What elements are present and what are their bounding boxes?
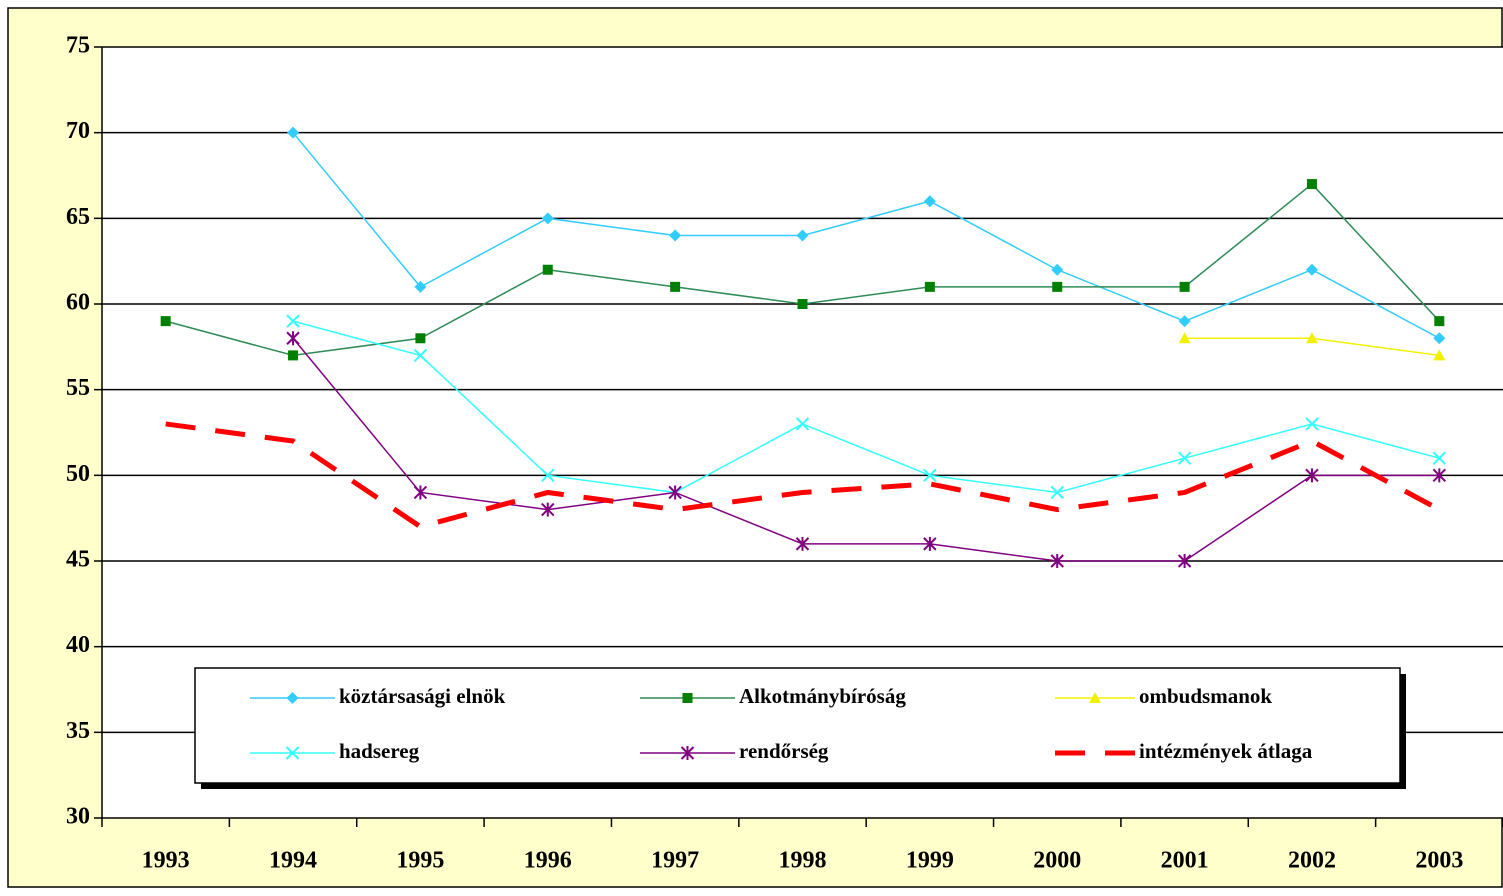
marker <box>923 536 937 551</box>
marker <box>286 314 300 328</box>
marker <box>542 264 553 275</box>
marker <box>924 281 935 292</box>
y-tick-label: 60 <box>66 290 90 316</box>
marker <box>286 692 299 704</box>
x-tick-label: 1994 <box>269 848 317 874</box>
legend-label: hadsereg <box>339 739 420 763</box>
marker <box>1178 315 1191 328</box>
marker <box>541 212 554 225</box>
legend-label: intézmények átlaga <box>1139 739 1313 763</box>
marker <box>680 746 695 760</box>
legend-label: Alkotmánybíróság <box>739 684 906 708</box>
marker <box>1177 554 1192 568</box>
y-tick-label: 40 <box>66 632 90 658</box>
marker <box>1089 692 1101 703</box>
marker <box>541 502 555 517</box>
y-tick-label: 70 <box>66 118 90 144</box>
marker <box>923 468 937 483</box>
marker <box>1433 332 1446 345</box>
marker <box>414 280 427 293</box>
marker <box>668 485 682 500</box>
marker <box>1432 451 1447 465</box>
marker <box>797 299 808 309</box>
x-tick-label: 2001 <box>1161 848 1209 874</box>
marker <box>795 536 810 551</box>
marker <box>1177 451 1192 465</box>
marker <box>1050 554 1064 568</box>
marker <box>795 417 810 431</box>
x-tick-label: 1995 <box>396 848 444 874</box>
marker <box>1433 349 1446 361</box>
marker <box>1305 417 1319 431</box>
marker <box>923 195 936 208</box>
legend-label: ombudsmanok <box>1139 684 1272 708</box>
legend <box>194 667 1401 784</box>
marker <box>1306 179 1317 190</box>
marker <box>160 316 171 327</box>
y-tick-label: 35 <box>66 718 90 744</box>
marker <box>1051 263 1064 276</box>
x-tick-label: 2003 <box>1415 848 1463 874</box>
y-tick-label: 50 <box>66 461 90 487</box>
legend-label: köztársasági elnök <box>339 684 506 708</box>
series-line <box>292 320 1440 494</box>
x-tick-label: 1997 <box>651 848 699 874</box>
marker <box>1305 263 1318 276</box>
marker <box>1305 468 1319 483</box>
marker <box>1305 332 1318 344</box>
series-line <box>165 421 1441 530</box>
x-tick-label: 1998 <box>779 848 827 874</box>
marker <box>541 468 555 483</box>
series-line <box>292 337 1440 562</box>
marker <box>1434 316 1445 327</box>
marker <box>413 485 428 500</box>
marker <box>287 126 300 139</box>
marker <box>1432 468 1447 483</box>
x-tick-label: 1996 <box>524 848 572 874</box>
marker <box>285 746 300 760</box>
marker <box>669 229 682 242</box>
marker <box>796 229 809 242</box>
marker <box>288 350 299 361</box>
y-tick-label: 55 <box>66 375 90 401</box>
legend-label: rendőrség <box>739 739 829 763</box>
marker <box>415 333 426 344</box>
marker <box>413 348 428 363</box>
y-tick-label: 30 <box>66 804 90 830</box>
series-line <box>292 132 1440 339</box>
x-tick-label: 2002 <box>1288 848 1336 874</box>
x-tick-label: 1999 <box>906 848 954 874</box>
x-tick-label: 2000 <box>1033 848 1081 874</box>
y-tick-label: 45 <box>66 547 90 573</box>
marker <box>1050 485 1064 500</box>
y-tick-label: 65 <box>66 204 90 230</box>
x-tick-label: 1993 <box>142 848 190 874</box>
marker <box>1178 332 1191 344</box>
marker <box>286 331 300 346</box>
y-tick-label: 75 <box>66 33 90 59</box>
marker <box>1052 281 1063 292</box>
marker <box>670 281 681 292</box>
marker <box>1179 281 1190 292</box>
marker <box>682 693 693 703</box>
